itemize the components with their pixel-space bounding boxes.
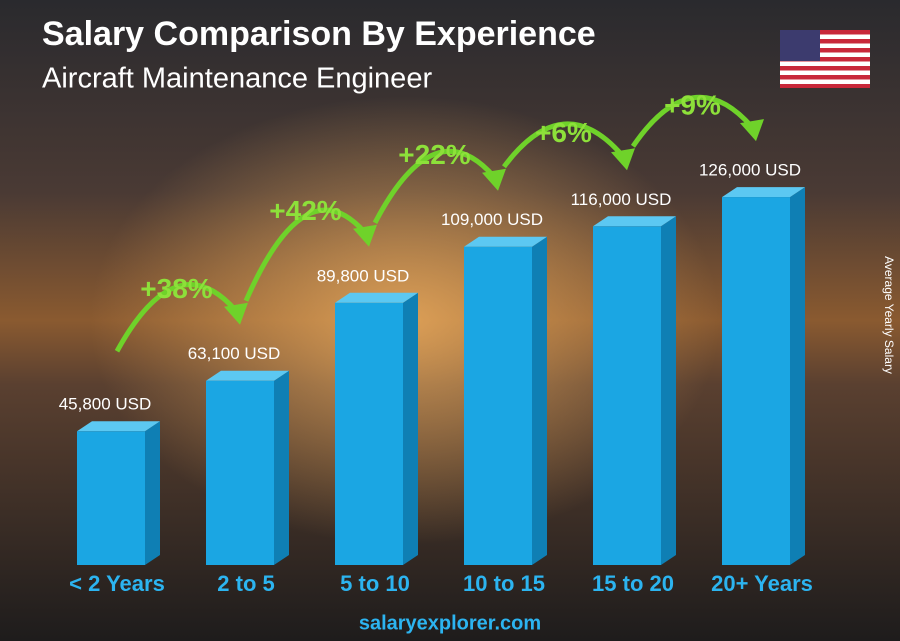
change-arrow xyxy=(243,207,367,302)
footer: salaryexplorer.com xyxy=(359,612,541,634)
x-tick-label: 5 to 10 xyxy=(340,571,410,596)
bar-side xyxy=(661,216,676,565)
bar-top xyxy=(722,187,805,198)
bar xyxy=(77,431,145,565)
bar-side xyxy=(532,236,547,565)
value-label: 109,000 USD xyxy=(441,210,543,229)
bar-side xyxy=(274,370,289,565)
change-arrow xyxy=(501,121,625,169)
bar-top xyxy=(464,236,547,247)
value-label: 89,800 USD xyxy=(317,266,410,285)
value-label: 63,100 USD xyxy=(188,344,281,363)
change-arrowhead xyxy=(224,302,248,325)
change-label: +6% xyxy=(535,117,592,148)
change-arrowhead xyxy=(353,224,377,247)
x-tick-label: < 2 Years xyxy=(69,571,165,596)
change-arrowhead xyxy=(611,148,635,171)
change-label: +38% xyxy=(140,273,212,304)
bar xyxy=(206,380,274,565)
change-arrow xyxy=(630,94,754,148)
value-label: 116,000 USD xyxy=(571,190,672,209)
change-label: +9% xyxy=(664,89,721,120)
bar xyxy=(335,302,403,565)
bar xyxy=(722,197,790,565)
chart-subtitle: Aircraft Maintenance Engineer xyxy=(42,63,432,95)
change-arrow xyxy=(114,282,238,353)
bar-top xyxy=(206,370,289,381)
bar-side xyxy=(790,187,805,565)
x-tick-label: 10 to 15 xyxy=(463,571,545,596)
flag xyxy=(780,30,870,88)
bar-top xyxy=(77,421,160,432)
value-label: 45,800 USD xyxy=(59,395,152,414)
axis-label: Average Yearly Salary xyxy=(882,256,896,374)
bar-top xyxy=(593,216,676,227)
bar xyxy=(464,246,532,565)
bar-top xyxy=(335,292,418,303)
x-tick-label: 2 to 5 xyxy=(217,571,274,596)
bar-side xyxy=(145,421,160,565)
change-label: +42% xyxy=(269,195,341,226)
change-arrowhead xyxy=(740,119,764,142)
change-arrowhead xyxy=(482,168,506,191)
chart-title: Salary Comparison By Experience xyxy=(42,15,596,53)
change-label: +22% xyxy=(398,139,470,170)
x-tick-label: 15 to 20 xyxy=(592,571,674,596)
bar xyxy=(593,226,661,565)
change-arrow xyxy=(372,148,496,224)
value-label: 126,000 USD xyxy=(699,161,801,180)
x-tick-label: 20+ Years xyxy=(711,571,813,596)
bar-side xyxy=(403,292,418,565)
